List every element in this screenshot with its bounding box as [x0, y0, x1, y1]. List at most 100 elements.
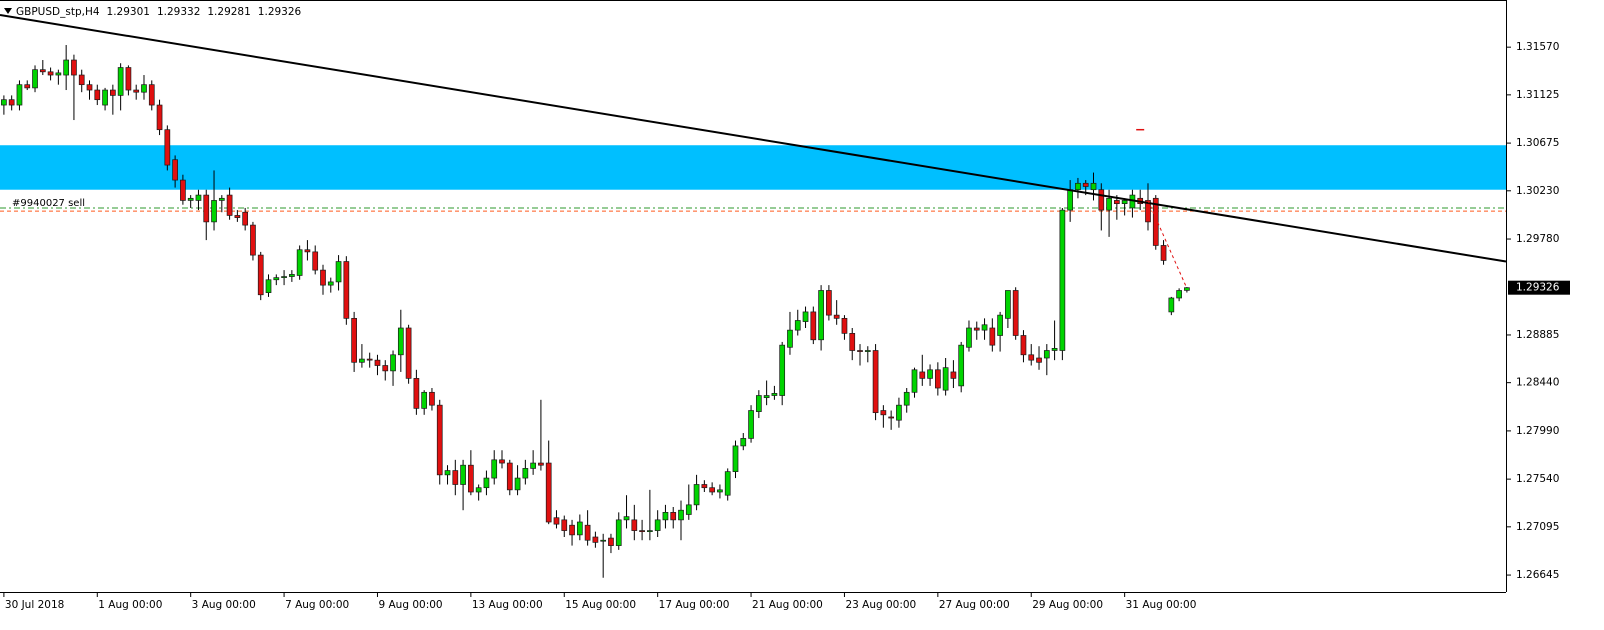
- candle-body: [779, 344, 786, 396]
- candle-body: [997, 314, 1003, 336]
- candle-body: [359, 358, 365, 363]
- candle-body: [670, 512, 677, 521]
- candle-body: [818, 290, 824, 341]
- candle-body: [1036, 357, 1042, 363]
- candle-body: [125, 67, 132, 91]
- candle-body: [1098, 189, 1105, 211]
- candle-body: [218, 197, 225, 201]
- y-tick-label: 1.28885: [1516, 329, 1559, 341]
- candle-body: [187, 197, 194, 201]
- candle-body: [397, 327, 404, 356]
- candle-body: [639, 530, 645, 533]
- candle-body: [654, 519, 661, 531]
- candle-body: [1090, 182, 1097, 191]
- candle-body: [312, 251, 319, 271]
- candle-body: [110, 89, 116, 96]
- candle-body: [662, 512, 669, 521]
- candle-body: [864, 350, 871, 352]
- price-zone: [0, 145, 1506, 190]
- ohlc-value: 1.29301: [107, 6, 150, 18]
- candle-body: [576, 521, 583, 536]
- candle-body: [1, 99, 7, 106]
- candle-body: [514, 477, 521, 491]
- candle-body: [1067, 189, 1074, 211]
- candle-body: [678, 509, 684, 521]
- x-tick-label: 23 Aug 00:00: [845, 599, 916, 611]
- plot-area: [0, 14, 1507, 578]
- trade-path: [1147, 200, 1188, 289]
- candle-body: [685, 504, 692, 515]
- candle-body: [382, 365, 389, 372]
- candle-body: [631, 519, 638, 531]
- y-tick-label: 1.30675: [1516, 137, 1559, 149]
- candle-body: [436, 404, 443, 476]
- candle-body: [1028, 354, 1035, 361]
- candle-body: [1082, 182, 1089, 187]
- candle-body: [320, 269, 326, 286]
- candle-body: [468, 464, 474, 493]
- candle-body: [608, 537, 614, 546]
- candle-body: [281, 276, 287, 278]
- candle-body: [1121, 200, 1128, 205]
- candle-body: [1020, 335, 1027, 356]
- candle-body: [1184, 287, 1190, 291]
- candle-body: [148, 84, 155, 106]
- candle-body: [888, 416, 894, 419]
- y-tick-label: 1.27990: [1516, 425, 1559, 437]
- candle-body: [390, 354, 396, 372]
- x-tick-label: 29 Aug 00:00: [1032, 599, 1103, 611]
- candle-body: [569, 524, 575, 536]
- candle-body: [592, 536, 599, 543]
- x-tick-label: 15 Aug 00:00: [565, 599, 636, 611]
- candle-body: [755, 395, 762, 412]
- y-tick-label: 1.30230: [1516, 185, 1559, 197]
- candle-body: [623, 516, 630, 521]
- candle-body: [86, 84, 93, 91]
- candle-body: [911, 369, 918, 393]
- candle-body: [615, 519, 622, 546]
- candle-body: [16, 84, 23, 106]
- candle-body: [335, 261, 342, 283]
- candle-body: [421, 391, 428, 409]
- ohlc-value: 1.29281: [207, 6, 250, 18]
- candle-body: [226, 194, 233, 216]
- candle-body: [133, 89, 140, 93]
- candle-body: [701, 484, 708, 489]
- candle-body: [24, 84, 31, 89]
- candle-body: [1012, 290, 1019, 336]
- candle-body: [748, 410, 754, 439]
- candle-body: [763, 395, 770, 399]
- x-tick-label: 13 Aug 00:00: [472, 599, 543, 611]
- candle-body: [234, 215, 241, 218]
- candle-body: [958, 344, 965, 387]
- candle-body: [872, 350, 879, 414]
- candle-body: [538, 462, 544, 466]
- candle-body: [273, 277, 280, 281]
- candle-body: [810, 311, 817, 341]
- candle-body: [826, 290, 832, 316]
- last-price-box: [1508, 280, 1570, 295]
- candle-body: [460, 464, 466, 485]
- candle-body: [63, 59, 70, 76]
- symbol: GBPUSD_stp,H4: [16, 6, 100, 18]
- candle-body: [934, 369, 941, 389]
- candle-body: [71, 59, 77, 76]
- candle-body: [857, 350, 863, 352]
- candle-body: [1160, 245, 1167, 261]
- candle-body: [1176, 290, 1182, 299]
- candle-body: [966, 327, 972, 348]
- candle-body: [545, 462, 552, 523]
- candle-body: [304, 249, 311, 253]
- candle-body: [506, 462, 513, 491]
- y-tick-label: 1.27095: [1516, 521, 1559, 533]
- candle-body: [989, 327, 996, 346]
- candle-body: [903, 391, 910, 406]
- candle-body: [1114, 200, 1120, 205]
- candle-body: [1152, 197, 1159, 246]
- menu-triangle[interactable]: [4, 8, 12, 14]
- candle-body: [39, 69, 46, 73]
- candle-body: [444, 470, 451, 476]
- candle-body: [880, 410, 887, 416]
- candle-body: [841, 317, 848, 334]
